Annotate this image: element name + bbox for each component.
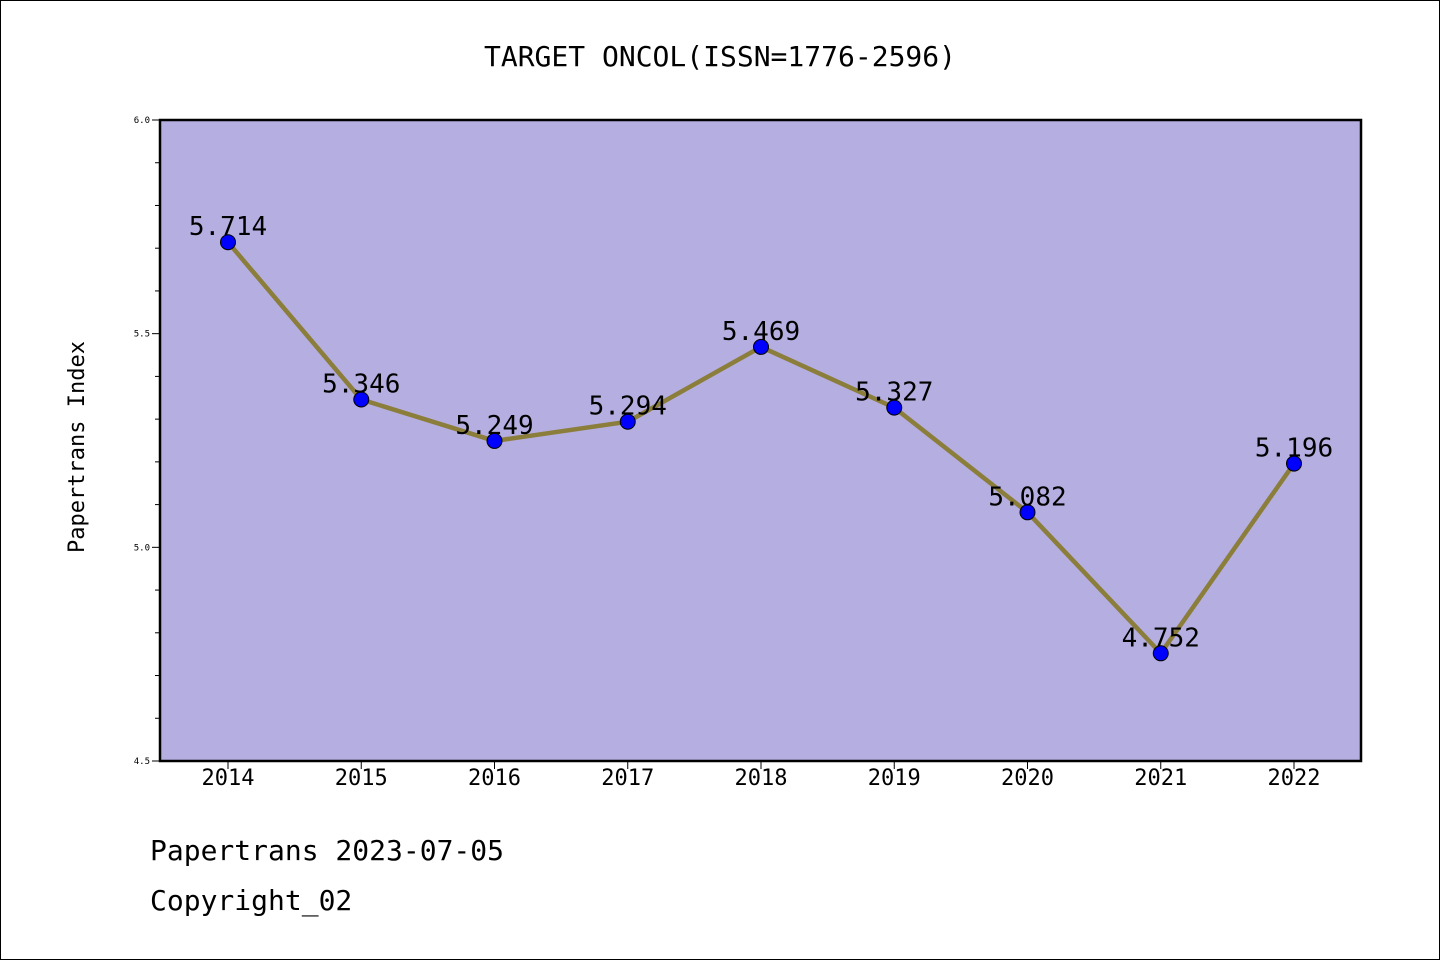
x-tick-label: 2014	[202, 766, 255, 791]
data-point	[886, 399, 903, 416]
data-label: 5.249	[455, 411, 533, 441]
data-point	[1019, 504, 1036, 521]
data-point	[220, 234, 236, 251]
data-point	[1286, 455, 1302, 472]
data-point	[1152, 645, 1169, 662]
data-point	[753, 338, 769, 355]
plot-area	[158, 118, 1363, 763]
data-label-layer: 5.714 5.346 5.249 5.294 5.469 5.327 5.082 4.752…	[189, 212, 1333, 653]
x-tick-label: 2020	[1001, 766, 1054, 791]
data-point	[486, 432, 503, 449]
x-tick-label: 2016	[468, 766, 521, 791]
x-tick-label: 2019	[868, 766, 921, 791]
data-label: 5.082	[988, 482, 1066, 512]
y-tick-label: 4.5	[134, 757, 150, 767]
footer-copyright: Copyright_02	[150, 884, 353, 917]
y-tick-label: 5.0	[134, 543, 150, 553]
data-label: 5.294	[589, 392, 667, 422]
x-tick-label: 2015	[335, 766, 388, 791]
y-tick-label: 6.0	[134, 116, 150, 126]
marker-layer	[220, 234, 1302, 662]
data-label: 5.196	[1255, 434, 1333, 464]
x-tick-label: 2017	[601, 766, 654, 791]
data-point	[353, 391, 370, 408]
data-label: 4.752	[1122, 623, 1200, 653]
x-tick-label: 2018	[735, 766, 788, 791]
x-tick-label: 2021	[1134, 766, 1187, 791]
chart-title: TARGET ONCOL(ISSN=1776-2596)	[484, 40, 956, 73]
footer-date: Papertrans 2023-07-05	[150, 834, 505, 867]
y-axis: 4.5 5.0 5.5 6.0	[134, 116, 160, 767]
data-label: 5.714	[189, 212, 267, 242]
x-axis: 2014 2015 2016 2017 2018 2019 2020 2021 2022	[202, 761, 1321, 791]
data-point	[619, 413, 636, 430]
y-tick-label: 5.5	[134, 330, 150, 340]
y-axis-label: Papertrans Index	[65, 341, 90, 553]
x-tick-label: 2022	[1268, 766, 1321, 791]
data-label: 5.346	[322, 369, 400, 399]
data-label: 5.469	[722, 317, 800, 347]
data-label: 5.327	[855, 378, 933, 408]
